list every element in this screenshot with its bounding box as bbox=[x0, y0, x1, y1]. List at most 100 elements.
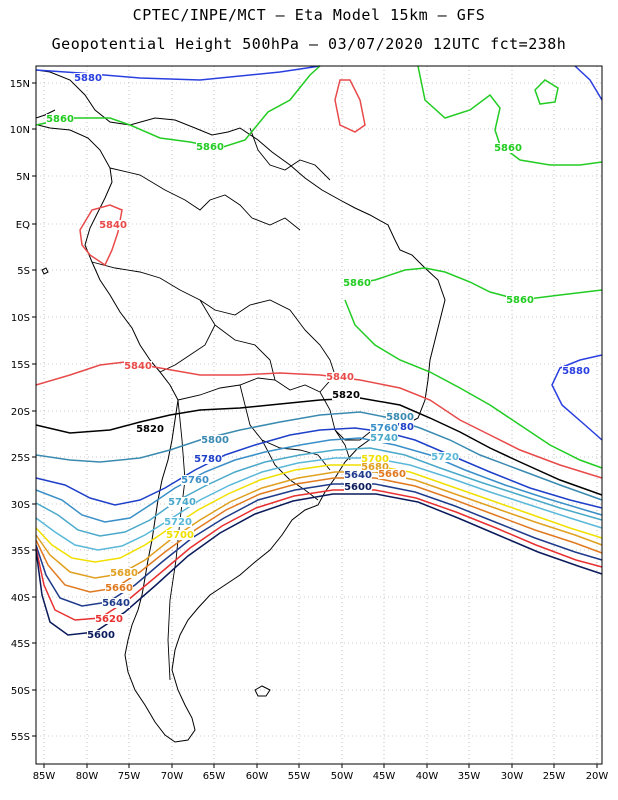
island-falklands bbox=[254, 685, 271, 697]
contour-label-bg bbox=[181, 475, 209, 485]
contour-label-bg bbox=[562, 366, 590, 376]
contour-label-5700: 5700 bbox=[361, 454, 389, 465]
lon-tick-label: 40W bbox=[416, 771, 439, 782]
lon-tick-label: 30W bbox=[501, 771, 524, 782]
contour-5840 bbox=[334, 79, 366, 133]
lat-tick-label: 10S bbox=[11, 313, 30, 324]
contour-5760 bbox=[35, 437, 603, 523]
contour-label-5640: 5640 bbox=[344, 470, 372, 481]
contour-label-bg bbox=[110, 568, 138, 578]
contour-5620 bbox=[35, 489, 603, 621]
contour-5860 bbox=[344, 299, 603, 469]
lon-tick-label: 25W bbox=[543, 771, 566, 782]
contour-label-5660: 5660 bbox=[378, 469, 406, 480]
contour-5660 bbox=[35, 477, 603, 593]
contour-label-bg bbox=[494, 143, 522, 153]
contour-label-5680: 5680 bbox=[110, 568, 138, 579]
contour-label-bg bbox=[46, 114, 74, 124]
contour-label-bg bbox=[370, 433, 398, 443]
contour-label-5760: 5760 bbox=[181, 475, 209, 486]
contour-label-5640: 5640 bbox=[102, 598, 130, 609]
contour-5860 bbox=[417, 65, 603, 166]
contour-5800 bbox=[35, 411, 603, 501]
contour-5700 bbox=[35, 464, 603, 563]
contour-label-5880: 5880 bbox=[74, 73, 102, 84]
contour-label-bg bbox=[105, 583, 133, 593]
contour-label-bg bbox=[124, 361, 152, 371]
contour-5880 bbox=[574, 65, 603, 101]
contour-label-5860: 5860 bbox=[46, 114, 74, 125]
contour-label-5680: 5680 bbox=[361, 462, 389, 473]
lat-tick-label: 5N bbox=[16, 172, 30, 183]
contour-label-bg bbox=[386, 422, 414, 432]
contour-label-5760: 5760 bbox=[370, 423, 398, 434]
lon-tick-label: 70W bbox=[161, 771, 184, 782]
contour-label-5700: 5700 bbox=[166, 530, 194, 541]
lat-tick-label: 25S bbox=[11, 453, 30, 464]
contour-label-5740: 5740 bbox=[370, 433, 398, 444]
contour-label-5660: 5660 bbox=[105, 583, 133, 594]
contour-5680 bbox=[35, 471, 603, 579]
lat-tick-label: 15S bbox=[11, 360, 30, 371]
lon-tick-label: 20W bbox=[586, 771, 609, 782]
south-america-coastline bbox=[37, 71, 446, 743]
contour-label-5840: 5840 bbox=[326, 372, 354, 383]
lon-tick-label: 35W bbox=[458, 771, 481, 782]
contour-label-5860: 5860 bbox=[506, 295, 534, 306]
lat-tick-label: 35S bbox=[11, 546, 30, 557]
contour-label-bg bbox=[136, 424, 164, 434]
contour-label-5780: 5780 bbox=[194, 454, 222, 465]
contour-label-5740: 5740 bbox=[168, 497, 196, 508]
graticule bbox=[36, 66, 602, 764]
contour-5640 bbox=[35, 483, 603, 607]
contour-label-bg bbox=[95, 614, 123, 624]
contour-label-bg bbox=[194, 454, 222, 464]
contour-label-bg bbox=[168, 497, 196, 507]
map-subtitle: Geopotential Height 500hPa – 03/07/2020 … bbox=[51, 35, 567, 53]
contour-label-bg bbox=[74, 73, 102, 83]
contour-labels: 5880 5860 5860 5860 5860 5860 5840 5840 5840 5880… bbox=[46, 73, 590, 641]
lon-tick-label: 55W bbox=[288, 771, 311, 782]
contour-5740 bbox=[35, 447, 603, 537]
contour-label-5720: 5720 bbox=[431, 452, 459, 463]
contour-label-5780: 5780 bbox=[386, 422, 414, 433]
contour-label-bg bbox=[506, 295, 534, 305]
contour-label-bg bbox=[99, 220, 127, 230]
contour-5860 bbox=[534, 79, 559, 105]
contour-label-bg bbox=[196, 142, 224, 152]
contour-label-5720: 5720 bbox=[164, 517, 192, 528]
contour-label-5800: 5800 bbox=[201, 435, 229, 446]
contour-label-5600: 5600 bbox=[87, 630, 115, 641]
lon-tick-label: 80W bbox=[76, 771, 99, 782]
contour-label-bg bbox=[344, 482, 372, 492]
contour-label-bg bbox=[386, 412, 414, 422]
lon-tick-label: 50W bbox=[331, 771, 354, 782]
map-frame bbox=[35, 65, 603, 765]
lon-tick-label: 75W bbox=[118, 771, 141, 782]
axis-ticks: 15N 10N 5N EQ 5S 10S 15S 20S 25S 30S 35S 40S 45S 50S 5… bbox=[10, 79, 609, 782]
contour-5840 bbox=[79, 204, 123, 267]
contour-label-bg bbox=[164, 517, 192, 527]
contour-label-5820: 5820 bbox=[136, 424, 164, 435]
contour-label-bg bbox=[370, 423, 398, 433]
contour-label-bg bbox=[378, 469, 406, 479]
contour-5600 bbox=[35, 493, 603, 636]
contour-label-5620: 5620 bbox=[95, 614, 123, 625]
contour-5880 bbox=[551, 354, 603, 441]
contour-label-bg bbox=[344, 470, 372, 480]
contour-5780 bbox=[35, 427, 603, 509]
lon-tick-label: 60W bbox=[246, 771, 269, 782]
contour-label-bg bbox=[431, 452, 459, 462]
contour-label-bg bbox=[326, 372, 354, 382]
contour-label-5840: 5840 bbox=[99, 220, 127, 231]
contour-5860 bbox=[344, 267, 603, 301]
contour-5880 bbox=[35, 65, 321, 81]
lat-tick-label: EQ bbox=[16, 220, 30, 231]
contour-label-5600: 5600 bbox=[344, 482, 372, 493]
lat-tick-label: 40S bbox=[11, 593, 30, 604]
contour-label-bg bbox=[102, 598, 130, 608]
contour-label-bg bbox=[201, 435, 229, 445]
lat-tick-label: 50S bbox=[11, 686, 30, 697]
contour-label-bg bbox=[361, 462, 389, 472]
